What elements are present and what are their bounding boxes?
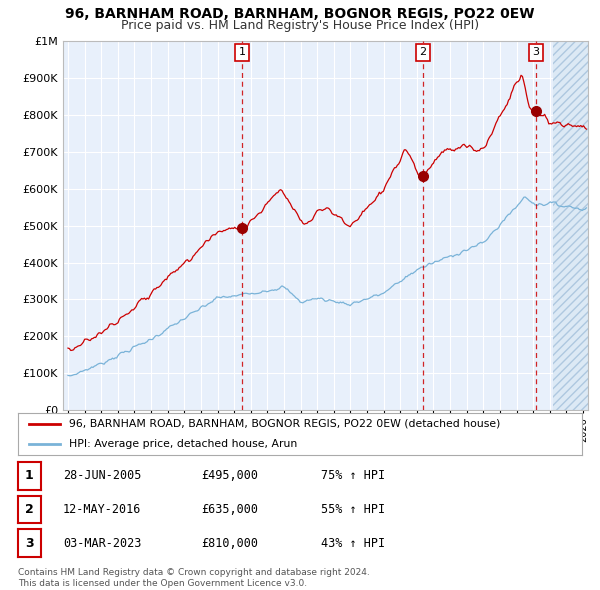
Bar <box>553 41 588 410</box>
Text: 2: 2 <box>25 503 34 516</box>
Text: 03-MAR-2023: 03-MAR-2023 <box>63 536 142 550</box>
Bar <box>553 41 588 410</box>
Text: 1: 1 <box>25 469 34 483</box>
Text: 96, BARNHAM ROAD, BARNHAM, BOGNOR REGIS, PO22 0EW (detached house): 96, BARNHAM ROAD, BARNHAM, BOGNOR REGIS,… <box>69 419 500 428</box>
Text: Price paid vs. HM Land Registry's House Price Index (HPI): Price paid vs. HM Land Registry's House … <box>121 19 479 32</box>
Text: 43% ↑ HPI: 43% ↑ HPI <box>321 536 385 550</box>
Text: £495,000: £495,000 <box>201 469 258 483</box>
Text: Contains HM Land Registry data © Crown copyright and database right 2024.
This d: Contains HM Land Registry data © Crown c… <box>18 568 370 588</box>
Text: 12-MAY-2016: 12-MAY-2016 <box>63 503 142 516</box>
Text: £635,000: £635,000 <box>201 503 258 516</box>
Text: HPI: Average price, detached house, Arun: HPI: Average price, detached house, Arun <box>69 438 297 448</box>
Text: 96, BARNHAM ROAD, BARNHAM, BOGNOR REGIS, PO22 0EW: 96, BARNHAM ROAD, BARNHAM, BOGNOR REGIS,… <box>65 7 535 21</box>
Text: 75% ↑ HPI: 75% ↑ HPI <box>321 469 385 483</box>
Text: 3: 3 <box>532 47 539 57</box>
Text: 28-JUN-2005: 28-JUN-2005 <box>63 469 142 483</box>
Text: 3: 3 <box>25 536 34 550</box>
Text: 55% ↑ HPI: 55% ↑ HPI <box>321 503 385 516</box>
Text: 2: 2 <box>419 47 427 57</box>
Text: 1: 1 <box>239 47 246 57</box>
Text: £810,000: £810,000 <box>201 536 258 550</box>
